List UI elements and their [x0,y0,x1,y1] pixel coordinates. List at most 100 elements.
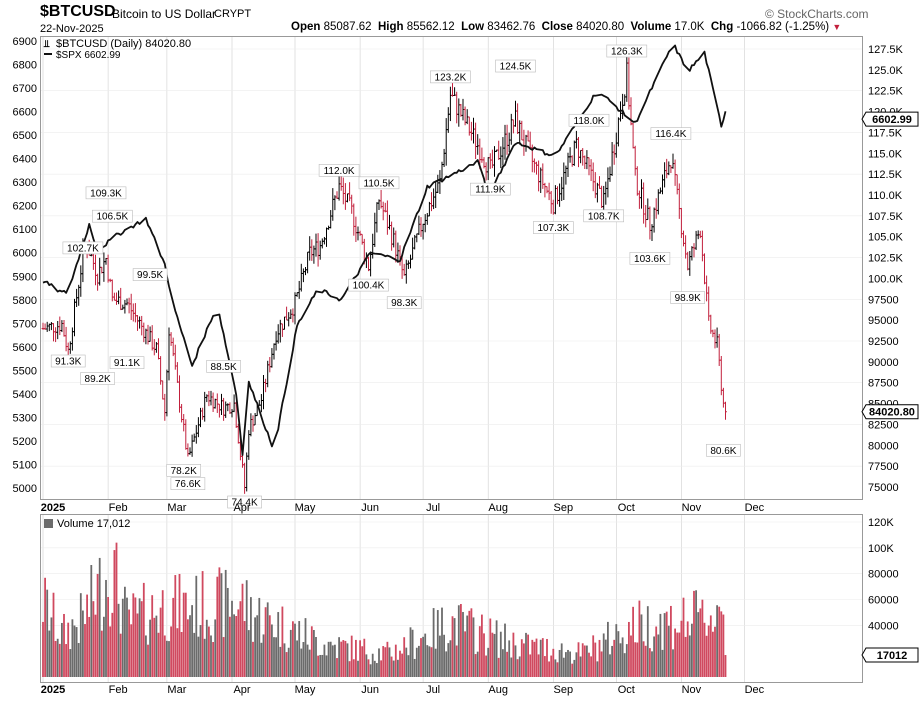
volume-bar [657,634,660,677]
price-annotation-box [670,291,706,304]
volume-bar [382,646,385,677]
volume-bar [315,637,317,677]
x-tick-label: Nov [682,502,702,514]
left-axis-tick-label: 5600 [13,342,37,354]
volume-bar [615,624,618,677]
volume-bar [321,654,324,677]
price-annotation-box [706,443,741,457]
quote-summary: Open 85087.62 High 85562.12 Low 83462.76… [291,21,841,33]
left-axis-tick-label: 5300 [13,412,37,424]
volume-last-value-tag: 17012 [877,650,908,662]
x-tick-label: Aug [488,502,508,514]
volume-bar [239,601,242,677]
price-annotation-box [629,252,671,265]
price-annotation-label: 109.3K [90,188,122,199]
stockcharts-watermark: © StockCharts.com [765,7,869,21]
volume-bar [653,636,655,677]
volume-bar [550,655,553,677]
volume-bar [567,649,569,677]
volume-bar [609,654,611,677]
volume-bar [422,636,424,677]
price-annotation-box [92,209,133,223]
volume-panel-title: Volume 17,012 [57,518,130,530]
btc-legend-icon: ⫫ [44,39,51,50]
left-axis-tick-label: 6500 [13,130,37,142]
price-annotation-box [568,113,610,127]
volume-bar [707,625,710,677]
volume-bar [157,632,160,677]
volume-bar [369,664,372,677]
volume-bar [594,642,597,677]
volume-bar [533,641,536,677]
volume-bar [562,657,565,677]
volume-bar [418,645,420,677]
volume-bar [659,613,662,677]
x-tick-label: Jun [361,502,379,514]
volume-bar [415,647,418,677]
volume-bar [195,575,198,677]
volume-bar [644,645,647,677]
x-tick-label: May [295,502,316,514]
volume-bar [140,601,143,677]
volume-bar [397,659,399,677]
volume-bar [73,625,76,677]
spx-last-value-tag-group: 6602.99 [861,111,919,127]
left-axis-tick-label: 5700 [13,318,37,330]
volume-bar [44,577,46,677]
volume-bar [565,652,567,677]
volume-bar [371,653,374,677]
volume-bar [716,605,718,677]
price-annotation-label: 89.2K [85,374,111,385]
volume-bar [212,642,214,677]
volume-bar [189,615,191,677]
btc-last-value-tag-group: 84020.80 [861,404,919,420]
volume-bar [268,615,271,677]
volume-bar [147,644,149,677]
volume-bar [178,573,181,677]
volume-bar [42,621,44,677]
right-axis-tick-label: 117.5K [868,127,903,139]
price-annotation-box [132,268,168,281]
right-axis-tick-label: 95000 [868,315,899,327]
volume-bar [602,633,605,677]
volume-bar [472,617,475,677]
volume-bar [552,648,555,677]
volume-bar [180,632,183,677]
chg-label: Chg [710,21,734,33]
volume-bar [495,620,498,677]
volume-bar [96,573,99,677]
volume-bar [201,571,204,677]
volume-bar [474,654,477,677]
volume-bar [684,636,687,677]
volume-bar [205,619,208,677]
volume-bar [298,621,301,677]
volume-last-value-tag-group: 17012 [861,647,919,663]
left-axis-tick-label: 6700 [13,83,37,95]
volume-bar [142,582,145,677]
volume-bar [329,641,332,677]
price-annotation-box [50,354,86,368]
spx-last-value-tag: 6602.99 [872,114,912,126]
volume-bar [720,611,723,677]
volume-bar [250,597,252,677]
right-axis-tick-label: 115.0K [868,148,903,160]
volume-bar [527,634,529,677]
volume-bar [355,639,357,677]
volume-bar [237,609,240,677]
volume-bar [476,651,479,677]
volume-bar [46,589,49,677]
volume-x-tick-label: Jun [361,684,379,696]
volume-bar [636,642,639,677]
volume-bar [346,643,349,677]
volume-bar [304,618,307,677]
price-annotation-label: 118.0K [574,116,605,127]
exchange-label: CRYPT [214,8,252,20]
volume-bar [306,644,309,677]
volume-bar [283,643,286,677]
price-annotation-label: 91.3K [55,357,81,368]
volume-bar [58,643,61,677]
volume-bar [546,638,548,677]
right-axis-tick-label: 80000 [868,440,899,452]
volume-bar [241,583,244,677]
volume-bar [670,605,672,677]
